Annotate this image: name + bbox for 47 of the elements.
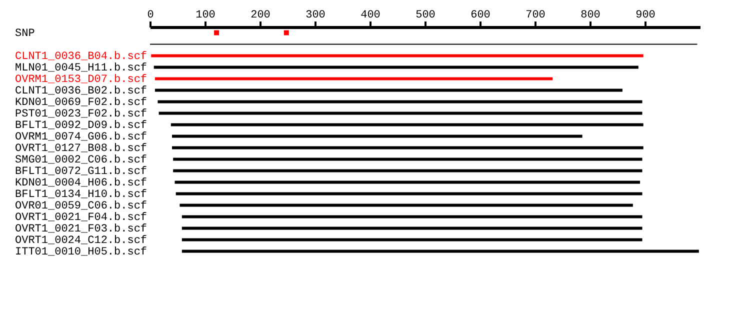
bar	[154, 88, 622, 92]
y-tick-label: SNP	[15, 28, 36, 40]
x-tick-label: 900	[636, 10, 656, 22]
bar	[176, 192, 642, 196]
bar	[182, 250, 699, 253]
bar	[182, 238, 642, 242]
bar	[172, 146, 644, 150]
y-tick-label: CLNT1_0036_B04.b.scf	[15, 50, 148, 63]
y-tick-label: BFLT1_0092_D09.b.scf	[15, 120, 148, 132]
y-tick-label: OVRM1_0074_G06.b.scf	[15, 131, 148, 144]
bar	[170, 123, 644, 126]
bar	[154, 77, 553, 80]
y-tick-label: SMG01_0002_C06.b.scf	[15, 154, 148, 166]
bar	[154, 66, 638, 69]
bar	[151, 54, 644, 58]
y-tick-label: CLNT1_0036_B02.b.scf	[15, 85, 148, 98]
x-tick-label: 0	[147, 10, 154, 22]
y-tick-label: OVRM1_0153_D07.b.scf	[15, 74, 148, 86]
y-tick-label: OVRT1_0021_F04.b.scf	[15, 212, 148, 224]
x-tick-label: 800	[580, 10, 600, 22]
x-tick-label: 600	[470, 10, 490, 22]
y-tick-label: OVRT1_0024_C12.b.scf	[15, 234, 148, 247]
x-tick-label: 700	[526, 10, 546, 22]
x-tick-label: 400	[360, 10, 380, 22]
bar	[158, 112, 642, 115]
x-tick-label: 200	[250, 10, 270, 22]
y-tick-label: BFLT1_0134_H10.b.scf	[15, 188, 148, 201]
bar	[174, 180, 640, 184]
bar	[182, 226, 642, 230]
y-tick-label: OVR01_0059_C06.b.scf	[15, 200, 148, 212]
y-tick-label: BFLT1_0072_G11.b.scf	[15, 166, 148, 178]
y-tick-label: KDN01_0004_H06.b.scf	[15, 177, 148, 190]
x-tick-label: 500	[416, 10, 436, 22]
y-tick-label: ITT01_0010_H05.b.scf	[15, 246, 148, 258]
y-tick-label: KDN01_0069_F02.b.scf	[15, 96, 148, 109]
bar	[173, 158, 642, 161]
y-tick-label: OVRT1_0021_F03.b.scf	[15, 223, 148, 236]
bar	[158, 100, 642, 104]
x-tick-label: 300	[306, 10, 326, 22]
bar	[182, 215, 642, 218]
x-tick-label: 100	[196, 10, 216, 22]
y-tick-label: OVRT1_0127_B08.b.scf	[15, 142, 148, 155]
bar	[172, 134, 582, 138]
bar	[180, 204, 633, 207]
y-tick-label: MLN01_0045_H11.b.scf	[15, 62, 148, 74]
bar	[173, 169, 642, 172]
y-tick-label: PST01_0023_F02.b.scf	[15, 108, 148, 120]
